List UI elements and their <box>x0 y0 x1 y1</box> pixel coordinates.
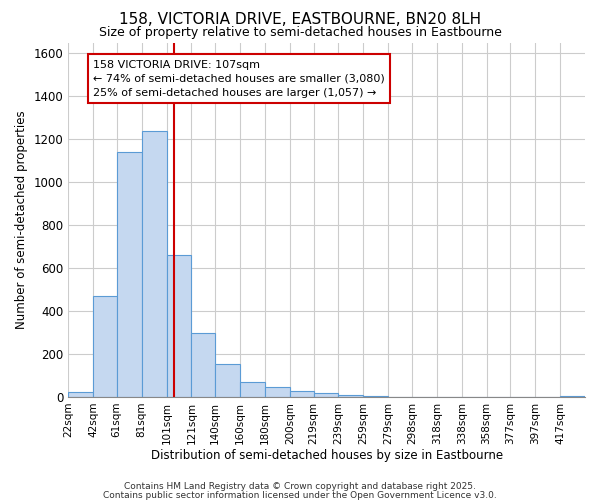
Bar <box>93 296 117 397</box>
Bar <box>142 130 167 397</box>
Bar <box>290 390 314 397</box>
Bar <box>68 392 93 397</box>
Y-axis label: Number of semi-detached properties: Number of semi-detached properties <box>15 110 28 329</box>
Bar <box>240 382 265 397</box>
Bar <box>117 152 142 397</box>
Bar <box>215 364 240 397</box>
Text: Size of property relative to semi-detached houses in Eastbourne: Size of property relative to semi-detach… <box>98 26 502 39</box>
Text: Contains HM Land Registry data © Crown copyright and database right 2025.: Contains HM Land Registry data © Crown c… <box>124 482 476 491</box>
Text: Contains public sector information licensed under the Open Government Licence v3: Contains public sector information licen… <box>103 490 497 500</box>
Bar <box>314 393 338 397</box>
Bar <box>364 396 388 397</box>
Bar <box>265 388 290 397</box>
Text: 158 VICTORIA DRIVE: 107sqm
← 74% of semi-detached houses are smaller (3,080)
25%: 158 VICTORIA DRIVE: 107sqm ← 74% of semi… <box>93 60 385 98</box>
Bar <box>191 332 215 397</box>
Text: 158, VICTORIA DRIVE, EASTBOURNE, BN20 8LH: 158, VICTORIA DRIVE, EASTBOURNE, BN20 8L… <box>119 12 481 28</box>
X-axis label: Distribution of semi-detached houses by size in Eastbourne: Distribution of semi-detached houses by … <box>151 450 503 462</box>
Bar <box>560 396 585 397</box>
Bar <box>167 255 191 397</box>
Bar <box>338 395 364 397</box>
